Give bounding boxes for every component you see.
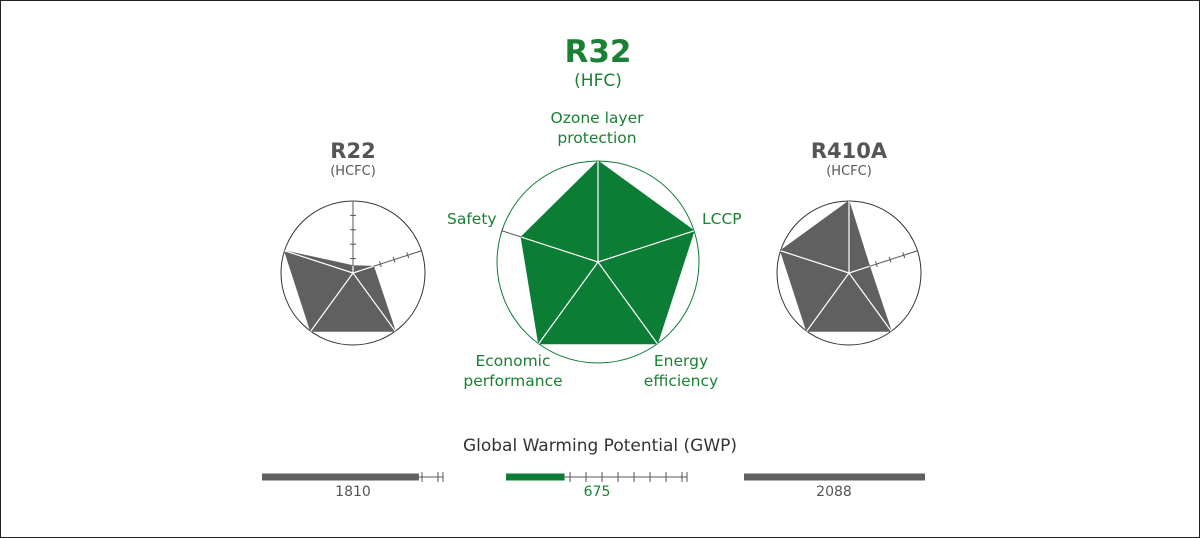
r410a-tick-1-4	[902, 252, 906, 259]
r22-name: R22	[330, 139, 376, 163]
r32-spoke-3	[538, 261, 599, 345]
radar-r32	[496, 160, 700, 364]
gwp-bars	[262, 472, 925, 482]
r22-spoke-2	[352, 272, 396, 332]
axis-label-lccp: LCCP	[702, 210, 742, 228]
r32-area	[520, 160, 695, 345]
r22-tick-1-3	[392, 256, 396, 263]
gwp-bar-r22	[262, 473, 419, 481]
gwp-value-r410a: 2088	[816, 484, 852, 500]
r410a-axis-1	[869, 250, 918, 267]
r22-tick-1-5	[420, 247, 423, 254]
axis-label-safety: Safety	[447, 210, 497, 228]
r32-axis-4	[501, 230, 522, 238]
radar-r22	[280, 200, 426, 346]
r410a-spoke-2	[848, 272, 892, 332]
r32-spoke-1	[597, 230, 695, 263]
gwp-bar-r410a	[744, 473, 925, 481]
r32-tick-4-5	[500, 227, 504, 234]
r22-spoke-3	[310, 272, 354, 332]
r32-spoke-4	[520, 236, 599, 263]
axis-label-ozone: Ozone layer protection	[550, 109, 644, 147]
r22-spoke-1	[352, 265, 374, 274]
r22-spoke-4	[284, 250, 354, 274]
r32-name: R32	[564, 34, 632, 70]
r410a-tick-1-2	[874, 261, 878, 268]
axis-label-economic: Economic performance	[463, 352, 563, 390]
gwp-value-r22: 1810	[335, 484, 371, 500]
axis-label-energy: Energy efficiency	[643, 352, 719, 390]
r410a-name: R410A	[810, 139, 888, 163]
r32-type: (HFC)	[574, 71, 622, 91]
r22-axis-1	[373, 250, 422, 267]
r410a-spoke-4	[780, 250, 850, 274]
r410a-spoke-1	[848, 265, 870, 274]
r32-spoke-2	[597, 261, 658, 345]
radar-r410a	[776, 200, 922, 346]
gwp-value-r32: 675	[583, 484, 611, 500]
r410a-area	[779, 200, 893, 332]
gwp-title: Global Warming Potential (GWP)	[462, 436, 738, 456]
r410a-type: (HCFC)	[826, 164, 872, 179]
gwp-bar-r32	[506, 473, 565, 481]
r22-tick-1-2	[378, 261, 382, 268]
r410a-tick-1-3	[888, 256, 892, 263]
r22-tick-1-4	[406, 252, 410, 259]
r410a-tick-1-5	[916, 247, 919, 254]
r22-type: (HCFC)	[330, 164, 376, 179]
r410a-spoke-3	[806, 272, 850, 332]
